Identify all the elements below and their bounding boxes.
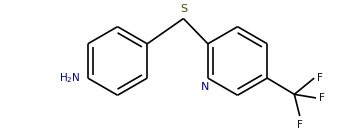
Text: S: S (180, 4, 187, 14)
Text: F: F (297, 120, 303, 130)
Text: F: F (319, 93, 325, 103)
Text: H$_2$N: H$_2$N (59, 71, 80, 85)
Text: F: F (317, 73, 323, 83)
Text: N: N (201, 82, 209, 92)
